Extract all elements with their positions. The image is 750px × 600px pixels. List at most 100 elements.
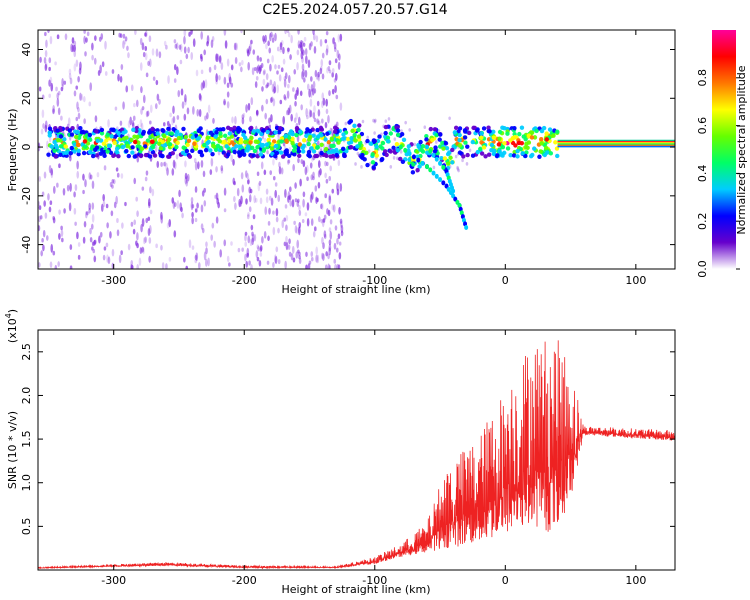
band-cell <box>432 127 438 132</box>
noise-cell <box>91 202 95 210</box>
noise-cell <box>310 84 314 92</box>
noise-cell <box>106 222 109 229</box>
band-cell <box>323 146 329 152</box>
noise-cell <box>52 216 55 221</box>
noise-cell <box>88 101 92 107</box>
noise-cell <box>296 61 299 71</box>
band-cell <box>269 146 275 151</box>
noise-cell <box>335 247 339 253</box>
noise-cell <box>171 117 174 126</box>
noise-cell <box>106 254 109 263</box>
band-cell <box>330 148 336 153</box>
noise-cell <box>264 206 268 216</box>
noise-cell <box>119 76 123 83</box>
y-tick-label: 1.5 <box>20 430 33 448</box>
noise-cell <box>120 64 124 70</box>
noise-cell <box>272 226 276 236</box>
band-cell <box>539 137 544 142</box>
noise-cell <box>82 189 85 195</box>
noise-cell <box>185 265 189 269</box>
noise-cell <box>392 156 396 160</box>
band-cell <box>217 139 222 144</box>
noise-cell <box>285 224 288 231</box>
band-cell <box>162 133 167 139</box>
band-cell <box>479 135 484 140</box>
noise-cell <box>155 79 159 86</box>
noise-cell <box>40 250 43 257</box>
band-cell <box>94 145 100 150</box>
noise-cell <box>54 61 57 66</box>
band-cell <box>311 149 317 154</box>
noise-cell <box>328 243 332 252</box>
band-cell <box>450 160 455 165</box>
band-cell <box>347 120 352 125</box>
band-cell <box>87 149 93 155</box>
noise-cell <box>126 45 129 51</box>
band-cell <box>143 152 149 158</box>
noise-cell <box>304 212 308 217</box>
noise-cell <box>303 77 306 83</box>
colorbar-label: Normalized spectral amplitude <box>735 65 748 234</box>
noise-cell <box>56 92 60 100</box>
band-cell <box>497 129 503 135</box>
noise-cell <box>226 91 230 98</box>
noise-cell <box>306 83 310 91</box>
band-cell <box>80 129 86 135</box>
band-cell <box>176 136 182 141</box>
branch-cell <box>434 156 439 162</box>
noise-cell <box>166 167 169 176</box>
band-cell <box>457 137 462 143</box>
band-cell <box>519 141 525 146</box>
band-cell <box>415 167 420 173</box>
y-tick-label: -20 <box>20 187 33 205</box>
tone-stripe <box>557 143 675 145</box>
band-cell <box>63 144 69 149</box>
noise-cell <box>223 100 226 106</box>
noise-cell <box>183 256 186 263</box>
band-cell <box>226 152 231 157</box>
noise-cell <box>213 240 216 248</box>
noise-cell <box>296 49 300 56</box>
band-cell <box>99 131 105 136</box>
band-cell <box>105 149 110 154</box>
band-cell <box>249 135 254 141</box>
noise-cell <box>276 70 279 75</box>
noise-cell <box>283 76 287 81</box>
noise-cell <box>306 202 310 211</box>
noise-cell <box>283 217 287 222</box>
band-cell <box>495 153 500 158</box>
noise-cell <box>127 52 130 59</box>
noise-cell <box>396 156 399 161</box>
noise-cell <box>316 100 320 107</box>
band-cell <box>532 146 537 151</box>
noise-cell <box>316 118 319 124</box>
noise-cell <box>98 36 102 42</box>
band-cell <box>365 162 370 168</box>
band-cell <box>371 165 376 170</box>
band-cell <box>430 137 435 143</box>
noise-cell <box>291 245 295 254</box>
noise-cell <box>265 84 268 89</box>
band-cell <box>67 128 73 133</box>
noise-cell <box>292 87 295 92</box>
band-cell <box>224 144 229 149</box>
noise-cell <box>138 257 142 266</box>
noise-cell <box>119 33 123 38</box>
noise-cell <box>103 165 107 171</box>
noise-cell <box>312 112 316 119</box>
noise-cell <box>323 230 327 238</box>
noise-cell <box>338 206 341 215</box>
band-cell <box>235 127 241 132</box>
band-cell <box>445 151 451 157</box>
noise-cell <box>151 188 155 197</box>
noise-cell <box>148 255 151 263</box>
noise-cell <box>194 254 198 261</box>
band-cell <box>265 129 270 135</box>
noise-cell <box>131 120 135 127</box>
band-cell <box>166 126 171 132</box>
band-cell <box>248 140 253 145</box>
noise-cell <box>228 262 231 267</box>
noise-cell <box>292 164 295 172</box>
noise-cell <box>297 198 300 203</box>
